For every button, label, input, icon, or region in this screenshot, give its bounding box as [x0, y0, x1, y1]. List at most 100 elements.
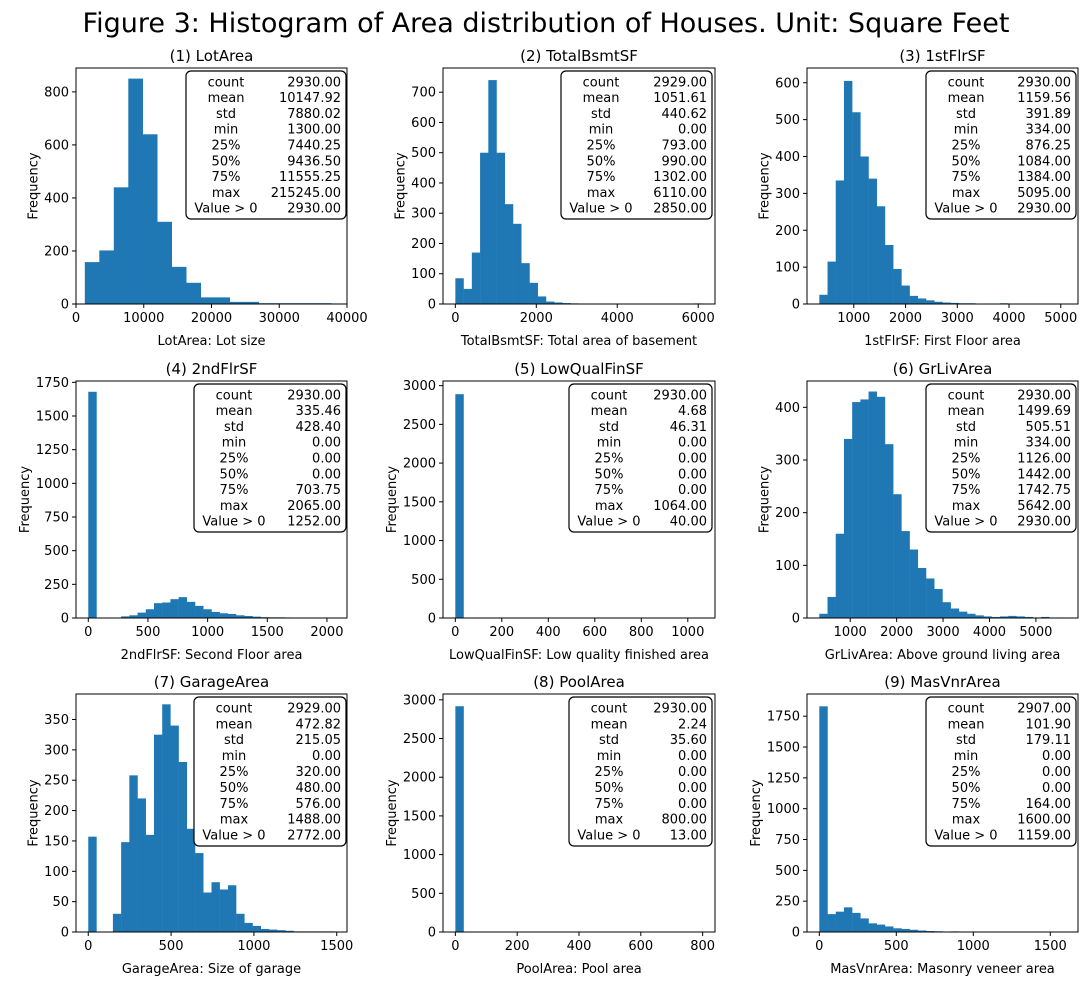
x-tick-label: 1500: [251, 625, 284, 640]
stats-label: min: [589, 123, 614, 138]
histogram-bar: [236, 615, 245, 618]
y-tick-label: 1750: [36, 376, 69, 391]
y-tick-label: 250: [775, 895, 800, 910]
histogram-bar: [843, 80, 853, 304]
stats-value: 1084.00: [1017, 154, 1071, 169]
histogram-bar: [950, 608, 960, 618]
stats-box-frame: [925, 70, 1077, 220]
histogram-bar: [934, 589, 943, 618]
histogram-bar: [819, 706, 828, 932]
histogram-bar: [835, 533, 845, 618]
stats-value: 1159.56: [1017, 91, 1071, 106]
stats-box-frame: [193, 383, 347, 533]
stats-value: 0.00: [312, 452, 341, 467]
stats-label: 25%: [595, 452, 624, 467]
stats-value: 2930.00: [287, 75, 341, 90]
histogram-bar: [868, 178, 878, 304]
stats-label: Value > 0: [577, 829, 640, 844]
stats-value: 2850.00: [653, 202, 707, 217]
stats-value: 0.00: [678, 749, 707, 764]
y-tick-label: 0: [61, 612, 69, 627]
axes-frame: [442, 380, 716, 619]
stats-value: 1302.00: [653, 170, 707, 185]
stats-value: 164.00: [1026, 797, 1072, 812]
histogram-bar: [88, 836, 97, 932]
histogram-bar: [513, 223, 522, 304]
histogram-bar: [860, 918, 869, 932]
stats-label: 50%: [587, 154, 616, 169]
stats-value: 1252.00: [287, 515, 341, 530]
x-tick-label: 0: [451, 625, 459, 640]
stats-label: min: [597, 436, 622, 451]
histogram-bar: [244, 301, 259, 304]
histogram-bar: [885, 444, 894, 618]
stats-value: 6110.00: [653, 186, 707, 201]
histogram-bar: [162, 704, 171, 932]
x-tick-label: 1500: [320, 939, 353, 954]
histogram-bar: [186, 828, 196, 932]
histogram-bar: [137, 612, 146, 618]
stats-value: 1384.00: [1017, 170, 1071, 185]
histogram-bar: [129, 775, 138, 932]
y-tick-label: 300: [775, 454, 800, 469]
y-tick-label: 3000: [403, 379, 436, 394]
stats-value: 2929.00: [653, 75, 707, 90]
histogram-bar: [835, 911, 845, 932]
stats-value: 703.75: [296, 483, 342, 498]
x-tick-label: 1000: [671, 625, 704, 640]
stats-label: min: [222, 749, 247, 764]
stats-box: count 2907.00 mean 101.90 std 179.11 min 0.00 25…: [925, 696, 1077, 847]
stats-value: 5095.00: [1017, 186, 1071, 201]
y-axis-label: Frequency: [26, 152, 41, 219]
histogram-bar: [227, 613, 237, 618]
stats-label: max: [212, 186, 241, 201]
y-tick-label: 100: [411, 267, 436, 282]
stats-value: 391.89: [1026, 107, 1072, 122]
histogram-bar: [917, 298, 927, 304]
histogram-bar: [88, 391, 97, 618]
y-tick-label: 500: [44, 544, 69, 559]
stats-label: std: [956, 733, 976, 748]
stats-value: 2930.00: [1017, 202, 1071, 217]
histogram-bar: [909, 295, 919, 304]
stats-label: mean: [216, 717, 253, 732]
histogram-bar: [162, 602, 171, 618]
x-tick-label: 0: [451, 939, 459, 954]
histogram-bar: [909, 929, 919, 932]
x-tick-label: 200: [505, 939, 530, 954]
x-axis-label: MasVnrArea: Masonry veneer area: [830, 962, 1055, 977]
x-tick-label: 4000: [992, 311, 1025, 326]
panel-title: (4) 2ndFlrSF: [166, 360, 258, 378]
histogram-panel: 0 10000 20000 30000 40000 0 200 400 600 800 (1) Lo…: [26, 47, 367, 349]
x-tick-label: 0: [815, 939, 823, 954]
stats-value: 1442.00: [1017, 467, 1071, 482]
stats-label: max: [587, 186, 616, 201]
histogram-bar: [145, 609, 155, 618]
stats-label: 25%: [220, 765, 249, 780]
histogram-bar: [153, 734, 163, 932]
y-tick-label: 1000: [36, 477, 69, 492]
stats-label: Value > 0: [194, 202, 257, 217]
stats-label: std: [599, 733, 619, 748]
stats-label: 50%: [595, 781, 624, 796]
stats-value: 1051.61: [653, 91, 707, 106]
y-tick-label: 750: [775, 833, 800, 848]
axes-frame: [806, 693, 1079, 933]
y-tick-label: 50: [52, 895, 69, 910]
stats-label: 25%: [595, 765, 624, 780]
histogram-bar: [236, 913, 245, 932]
x-axis-label: GrLivArea: Above ground living area: [825, 648, 1061, 663]
stats-value: 4.68: [678, 404, 707, 419]
histogram-bar: [219, 613, 229, 618]
stats-value: 2930.00: [653, 388, 707, 403]
y-tick-label: 200: [44, 804, 69, 819]
y-tick-label: 150: [44, 834, 69, 849]
stats-value: 9436.50: [287, 154, 341, 169]
histogram-bar: [819, 613, 828, 618]
histogram-bar: [215, 297, 230, 304]
axes-frame: [75, 380, 348, 619]
panel-title: (2) TotalBsmtSF: [520, 47, 638, 65]
histogram-bar: [1024, 616, 1034, 618]
x-axis-label: TotalBsmtSF: Total area of basement: [460, 334, 697, 349]
histogram-bar: [145, 834, 155, 932]
